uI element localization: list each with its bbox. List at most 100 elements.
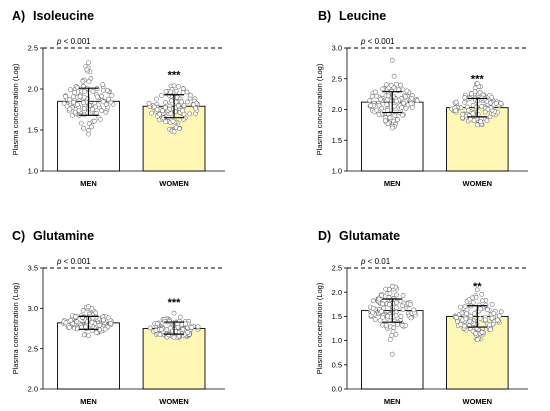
data-point — [376, 296, 382, 302]
data-point — [498, 309, 504, 315]
data-point — [146, 101, 152, 106]
data-point — [373, 89, 378, 95]
data-point — [376, 112, 382, 117]
data-point — [168, 89, 174, 95]
y-axis-label: Plasma concentration (Log) — [315, 63, 324, 155]
y-tick-label: 1.0 — [332, 167, 342, 176]
data-point — [170, 118, 176, 124]
data-point — [395, 117, 400, 122]
data-point — [384, 102, 390, 107]
x-category-label: MEN — [80, 397, 97, 406]
chart-panel-2: B) Leucine Plasma concentration (Log) 1.0 1.… — [315, 9, 528, 188]
y-axis-label: Plasma concentration (Log) — [11, 282, 20, 374]
data-point — [97, 323, 103, 328]
data-point — [471, 118, 477, 123]
data-point — [475, 111, 481, 117]
data-point — [385, 313, 391, 319]
data-point — [180, 327, 186, 332]
data-point — [74, 102, 80, 108]
y-tick-label: 1.5 — [332, 312, 342, 321]
data-point — [388, 82, 394, 88]
data-point — [91, 118, 97, 124]
data-point — [182, 321, 188, 327]
y-tick-label: 3.5 — [28, 264, 38, 273]
data-point — [386, 301, 392, 307]
data-point — [479, 291, 485, 297]
data-point — [67, 87, 73, 92]
data-point — [394, 292, 399, 298]
y-tick-label: 0.5 — [332, 360, 342, 369]
data-point — [180, 90, 186, 96]
x-category-label: WOMEN — [159, 397, 189, 406]
data-point — [466, 107, 471, 113]
data-point — [81, 125, 87, 131]
data-point — [453, 99, 459, 105]
data-point — [482, 109, 488, 115]
data-point — [86, 79, 92, 84]
data-point — [489, 301, 495, 307]
data-point — [81, 106, 87, 111]
data-point — [154, 96, 159, 102]
data-point — [473, 331, 479, 336]
y-tick-label: 0.0 — [332, 385, 342, 394]
data-point — [389, 125, 395, 131]
data-point — [368, 103, 373, 108]
data-point — [157, 111, 162, 117]
data-point — [86, 304, 91, 310]
data-point — [407, 302, 413, 307]
data-point — [458, 304, 463, 310]
chart-panel-1: A) Isoleucine Plasma concentration (Log) 1.… — [11, 9, 225, 188]
data-point — [81, 100, 86, 105]
data-point — [493, 100, 499, 106]
data-point — [381, 305, 387, 311]
data-point — [463, 316, 469, 322]
data-point — [106, 96, 111, 102]
data-point — [398, 314, 404, 319]
data-point — [462, 100, 468, 105]
chart-panel-3: C) Glutamine Plasma concentration (Log) 2.0… — [11, 229, 225, 406]
data-point — [100, 82, 106, 88]
data-point — [88, 124, 94, 130]
data-point — [411, 307, 417, 313]
p-value-label: p < 0.01 — [360, 257, 391, 266]
y-axis-label: Plasma concentration (Log) — [315, 282, 324, 374]
data-point — [185, 330, 191, 335]
data-point — [478, 306, 483, 312]
data-point — [103, 102, 109, 107]
data-point — [384, 107, 390, 113]
data-point — [90, 106, 95, 112]
data-point — [380, 314, 386, 320]
bar-men — [361, 310, 424, 390]
data-point — [479, 103, 485, 109]
data-point — [385, 93, 391, 99]
p-value-label: p < 0.001 — [56, 37, 91, 46]
data-point — [454, 315, 459, 320]
data-point — [370, 298, 376, 304]
data-point — [387, 115, 393, 121]
data-point — [64, 103, 70, 109]
data-point — [455, 319, 460, 324]
data-point — [370, 310, 376, 315]
data-point — [485, 307, 490, 313]
x-category-label: WOMEN — [159, 179, 189, 188]
data-point — [389, 351, 395, 357]
data-point — [384, 82, 389, 88]
y-tick-label: 1.5 — [28, 126, 38, 135]
data-point — [379, 105, 385, 111]
data-point — [189, 325, 195, 330]
data-point — [469, 295, 475, 301]
data-point — [101, 317, 106, 323]
data-point — [71, 99, 77, 105]
data-point — [474, 81, 480, 87]
data-point — [372, 317, 378, 323]
data-point — [479, 298, 485, 304]
data-point — [80, 308, 86, 313]
data-point — [191, 102, 197, 108]
data-point — [459, 310, 465, 316]
data-point — [461, 323, 467, 329]
data-point — [98, 116, 103, 122]
data-point — [391, 73, 397, 79]
data-point — [379, 308, 384, 314]
data-point — [467, 318, 473, 324]
data-point — [400, 112, 405, 118]
